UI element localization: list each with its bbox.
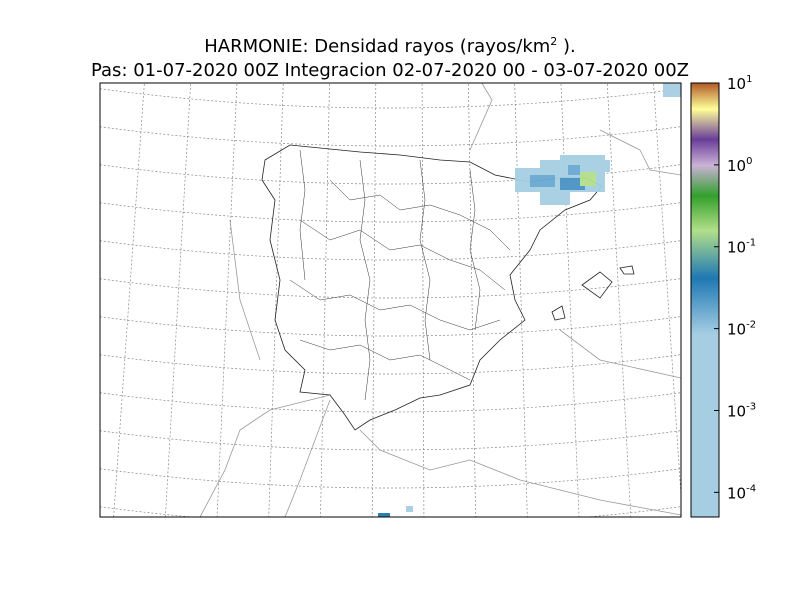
meridian <box>320 83 330 517</box>
parallel <box>100 88 681 109</box>
graticule <box>0 10 800 564</box>
title-suffix: ). <box>557 36 575 57</box>
tick-base: 10 <box>727 75 746 93</box>
parallel <box>100 468 681 489</box>
map-frame <box>99 82 682 518</box>
coastlines <box>199 83 681 517</box>
lightning-density <box>378 83 681 517</box>
colorbar-tick-label: 10-4 <box>727 483 756 502</box>
colorbar-tick-label: 100 <box>727 156 752 175</box>
iberia-outline <box>261 144 603 431</box>
colorbar-tick-label: 10-1 <box>727 238 756 257</box>
colorbar-tick-label: 10-3 <box>727 401 756 420</box>
meridian <box>790 60 800 540</box>
meridian <box>216 83 238 517</box>
meridian <box>268 83 284 517</box>
title-line1: HARMONIE: Densidad rayos (rayos/km2 ). <box>204 35 576 57</box>
parallel <box>100 278 681 299</box>
title-superscript: 2 <box>550 35 557 48</box>
parallel <box>100 240 681 261</box>
colorbar-tick-label: 10-2 <box>727 320 756 339</box>
tick-base: 10 <box>727 239 746 257</box>
meridian <box>514 83 528 517</box>
tick-exponent: -4 <box>746 483 756 494</box>
parallel <box>100 430 681 451</box>
tick-exponent: 1 <box>746 74 752 85</box>
meridian <box>421 83 425 517</box>
parallel <box>100 392 681 413</box>
meridian <box>371 83 377 517</box>
meridian <box>468 83 476 517</box>
balearics <box>551 265 635 321</box>
tick-base: 10 <box>727 321 746 339</box>
meridian <box>653 83 681 501</box>
tick-base: 10 <box>727 484 746 502</box>
colorbar-tick-label: 101 <box>727 74 752 93</box>
meridian <box>606 83 632 517</box>
parallel <box>100 126 681 147</box>
parallel <box>100 354 681 375</box>
map <box>0 10 800 564</box>
meridian <box>560 83 580 517</box>
title-text: HARMONIE: Densidad rayos (rayos/km <box>204 36 550 57</box>
parallel <box>100 316 681 337</box>
tick-base: 10 <box>727 402 746 420</box>
meridian <box>113 83 145 517</box>
meridian <box>60 60 100 540</box>
meridian <box>0 60 8 540</box>
tick-exponent: -1 <box>746 238 756 249</box>
parallel <box>80 542 700 564</box>
tick-exponent: 0 <box>746 156 752 167</box>
parallel <box>80 10 700 32</box>
tick-exponent: -2 <box>746 320 756 331</box>
provinces <box>289 149 511 401</box>
title-line2: Pas: 01-07-2020 00Z Integracion 02-07-20… <box>91 60 689 81</box>
meridian <box>164 83 192 517</box>
tick-exponent: -3 <box>746 401 756 412</box>
meridian <box>8 60 54 540</box>
meridian <box>744 60 788 540</box>
colorbar <box>690 82 720 518</box>
parallel <box>100 202 681 223</box>
tick-base: 10 <box>727 157 746 175</box>
